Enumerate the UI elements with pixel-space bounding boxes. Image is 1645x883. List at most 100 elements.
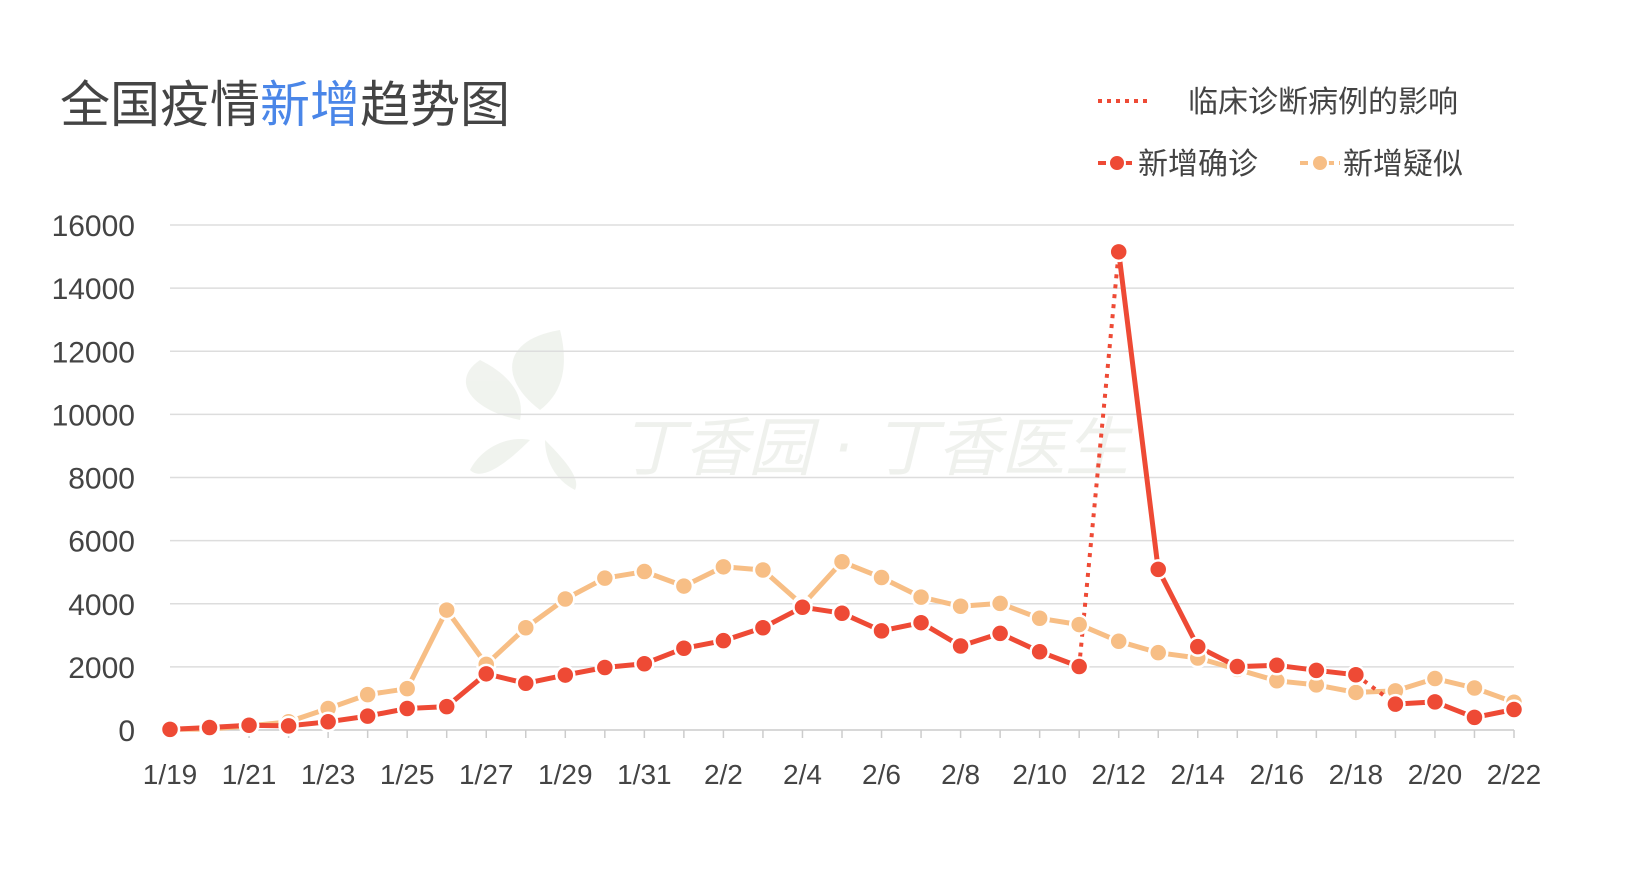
data-point-confirmed bbox=[1266, 655, 1288, 676]
x-tick-label: 2/14 bbox=[1171, 759, 1226, 790]
data-point-suspected bbox=[634, 561, 655, 582]
data-point-suspected bbox=[594, 567, 616, 589]
x-tick-label: 2/10 bbox=[1012, 759, 1067, 790]
y-tick-label: 14000 bbox=[52, 273, 135, 306]
data-point-suspected bbox=[436, 599, 457, 621]
data-point-suspected bbox=[831, 551, 853, 573]
data-point-confirmed bbox=[436, 696, 457, 717]
data-point-confirmed bbox=[1385, 693, 1406, 715]
data-point-confirmed bbox=[159, 719, 181, 740]
data-point-confirmed bbox=[238, 715, 260, 736]
x-tick-label: 1/29 bbox=[538, 759, 593, 790]
data-point-suspected bbox=[950, 596, 971, 617]
data-point-suspected bbox=[1147, 642, 1169, 663]
title-part-2: 新增 bbox=[260, 76, 360, 134]
data-point-confirmed bbox=[1503, 699, 1525, 720]
y-tick-label: 0 bbox=[118, 715, 135, 748]
data-point-confirmed bbox=[475, 663, 497, 685]
data-point-suspected bbox=[1108, 631, 1129, 652]
data-point-confirmed bbox=[713, 630, 734, 651]
data-point-confirmed bbox=[1187, 636, 1209, 657]
x-tick-label: 2/6 bbox=[862, 759, 901, 790]
y-tick-label: 8000 bbox=[68, 463, 135, 496]
y-tick-label: 10000 bbox=[52, 399, 135, 432]
data-point-suspected bbox=[515, 617, 537, 638]
data-point-confirmed bbox=[950, 635, 971, 657]
x-tick-label: 2/22 bbox=[1487, 759, 1542, 790]
data-point-confirmed bbox=[1345, 664, 1367, 686]
y-tick-label: 12000 bbox=[52, 336, 135, 369]
data-point-confirmed bbox=[1464, 707, 1485, 728]
data-point-confirmed bbox=[357, 705, 378, 727]
data-point-suspected bbox=[1424, 668, 1446, 689]
x-tick-label: 2/16 bbox=[1250, 759, 1305, 790]
x-tick-label: 2/4 bbox=[783, 759, 822, 790]
y-tick-label: 2000 bbox=[68, 652, 135, 685]
x-tick-label: 1/19 bbox=[143, 759, 198, 790]
x-tick-label: 2/20 bbox=[1408, 759, 1463, 790]
data-point-suspected bbox=[396, 678, 418, 699]
data-point-confirmed bbox=[871, 620, 892, 642]
x-tick-label: 2/12 bbox=[1091, 759, 1146, 790]
data-point-confirmed bbox=[1147, 559, 1169, 580]
x-tick-label: 2/18 bbox=[1329, 759, 1384, 790]
series-line-confirmed bbox=[167, 249, 1517, 732]
data-point-confirmed bbox=[594, 657, 616, 678]
data-point-confirmed bbox=[910, 612, 932, 633]
data-point-suspected bbox=[673, 575, 695, 597]
data-point-suspected bbox=[752, 559, 774, 581]
x-tick-label: 1/21 bbox=[222, 759, 277, 790]
data-point-confirmed bbox=[752, 617, 774, 638]
data-point-suspected bbox=[555, 588, 576, 610]
data-point-suspected bbox=[871, 567, 892, 588]
data-point-confirmed bbox=[1029, 641, 1050, 662]
watermark-text: 丁香园 · 丁香医生 bbox=[620, 412, 1133, 486]
legend: 临床诊断病例的影响 新增确诊 新增疑似 bbox=[1098, 85, 1463, 182]
legend-suspected-marker bbox=[1311, 154, 1329, 172]
y-tick-label: 16000 bbox=[52, 210, 135, 243]
data-point-confirmed bbox=[1306, 660, 1327, 681]
data-point-confirmed bbox=[831, 602, 853, 624]
chart-title: 全国疫情新增趋势图 bbox=[60, 76, 510, 134]
data-point-confirmed bbox=[515, 673, 537, 694]
data-point-confirmed bbox=[1227, 656, 1248, 677]
plot-area: 0 2000 4000 6000 8000 10000 12000 14000 16000 1/1… bbox=[52, 210, 1542, 790]
data-point-confirmed bbox=[1108, 241, 1129, 263]
data-point-confirmed bbox=[199, 717, 220, 738]
data-point-confirmed bbox=[317, 711, 339, 733]
x-tick-label: 2/2 bbox=[704, 759, 743, 790]
data-point-confirmed bbox=[555, 664, 576, 686]
legend-suspected-label: 新增疑似 bbox=[1343, 147, 1463, 182]
data-point-confirmed bbox=[396, 698, 418, 719]
title-part-3: 趋势图 bbox=[360, 76, 510, 134]
data-point-suspected bbox=[713, 556, 734, 578]
data-point-confirmed bbox=[278, 715, 299, 737]
data-point-confirmed bbox=[634, 653, 655, 674]
watermark: 丁香园 · 丁香医生 bbox=[465, 330, 1133, 490]
legend-confirmed-marker bbox=[1108, 154, 1126, 172]
x-tick-label: 1/23 bbox=[301, 759, 356, 790]
y-tick-label: 6000 bbox=[68, 526, 135, 559]
title-part-1: 全国疫情 bbox=[60, 76, 260, 134]
y-tick-label: 4000 bbox=[68, 589, 135, 622]
data-point-suspected bbox=[1464, 677, 1485, 699]
data-point-suspected bbox=[910, 586, 932, 608]
data-point-confirmed bbox=[1068, 656, 1090, 677]
legend-dotted-label: 临床诊断病例的影响 bbox=[1188, 85, 1458, 120]
x-tick-label: 2/8 bbox=[941, 759, 980, 790]
data-point-suspected bbox=[357, 684, 378, 705]
leaf-logo-icon bbox=[465, 330, 577, 490]
x-tick-label: 1/25 bbox=[380, 759, 435, 790]
x-tick-label: 1/27 bbox=[459, 759, 514, 790]
data-point-suspected bbox=[1345, 682, 1367, 703]
data-point-confirmed bbox=[1424, 691, 1446, 713]
data-point-confirmed bbox=[989, 623, 1011, 644]
data-point-suspected bbox=[1068, 614, 1090, 635]
legend-confirmed-label: 新增确诊 bbox=[1138, 147, 1258, 182]
data-point-suspected bbox=[1029, 608, 1050, 629]
x-tick-label: 1/31 bbox=[617, 759, 672, 790]
data-point-suspected bbox=[989, 593, 1011, 614]
data-point-confirmed bbox=[673, 638, 695, 659]
data-point-confirmed bbox=[792, 596, 813, 618]
